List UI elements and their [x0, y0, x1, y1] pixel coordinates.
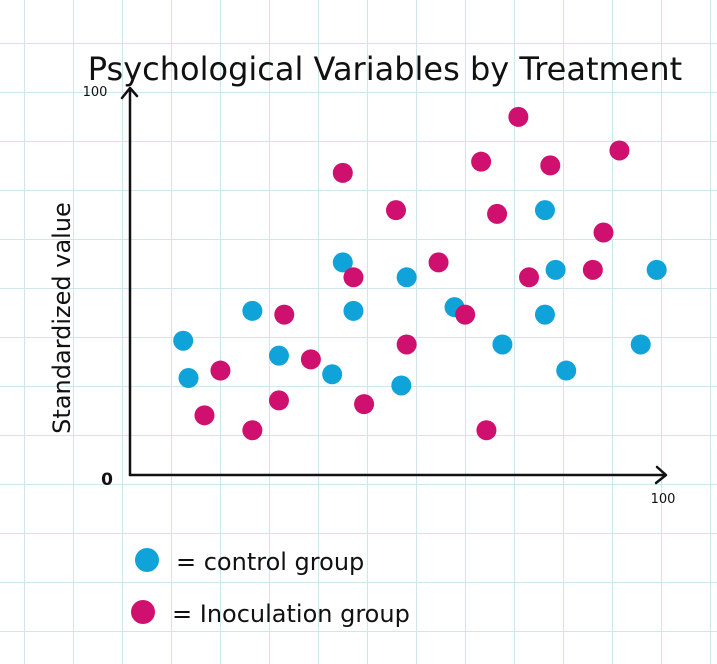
point-inoculation-20	[593, 222, 614, 243]
point-control-12	[534, 304, 555, 325]
point-inoculation-16	[508, 106, 529, 127]
point-inoculation-19	[582, 259, 603, 280]
point-inoculation-15	[487, 203, 508, 224]
point-control-4	[322, 364, 343, 385]
point-inoculation-7	[343, 267, 364, 288]
legend-marker-inoculation	[131, 600, 155, 624]
point-control-3	[268, 345, 289, 366]
point-inoculation-14	[476, 420, 497, 441]
point-control-14	[556, 360, 577, 381]
point-control-10	[492, 334, 513, 355]
tick-label-origin: 0	[101, 470, 113, 490]
point-inoculation-17	[519, 267, 539, 288]
legend-label-inoculation: = Inoculation group	[172, 600, 410, 628]
tick-label-x-100: 100	[651, 492, 676, 507]
point-inoculation-12	[455, 304, 476, 325]
point-inoculation-4	[274, 304, 295, 325]
point-inoculation-0	[194, 405, 215, 426]
point-inoculation-13	[471, 151, 492, 172]
point-control-13	[545, 259, 566, 280]
axes	[120, 86, 668, 485]
chart-title: Psychological Variables by Treatment	[88, 50, 682, 88]
legend-label-control: = control group	[176, 548, 364, 576]
point-control-0	[173, 330, 194, 351]
point-inoculation-21	[609, 140, 630, 161]
legend: = control group = Inoculation group	[131, 548, 410, 628]
point-inoculation-2	[242, 420, 263, 441]
x-axis-arrow	[654, 465, 668, 485]
point-inoculation-11	[428, 252, 449, 273]
point-control-8	[396, 267, 417, 288]
data-points	[173, 106, 667, 441]
point-inoculation-9	[386, 200, 406, 221]
tick-label-y-100: 100	[83, 85, 108, 100]
point-control-7	[391, 375, 412, 396]
point-control-5	[332, 252, 353, 273]
point-inoculation-5	[300, 349, 321, 370]
point-control-6	[343, 300, 364, 321]
point-inoculation-8	[354, 394, 375, 415]
point-control-11	[534, 200, 555, 221]
point-inoculation-1	[210, 360, 231, 381]
point-control-1	[178, 368, 199, 389]
point-inoculation-6	[332, 162, 353, 183]
y-axis-label: Standardized value	[48, 202, 76, 434]
point-control-2	[242, 300, 263, 321]
point-inoculation-3	[268, 390, 289, 411]
y-axis-arrow	[120, 86, 139, 100]
point-inoculation-18	[540, 155, 561, 176]
point-inoculation-10	[396, 334, 417, 355]
legend-marker-control	[135, 548, 159, 572]
point-control-15	[630, 334, 651, 355]
point-control-16	[646, 259, 667, 280]
